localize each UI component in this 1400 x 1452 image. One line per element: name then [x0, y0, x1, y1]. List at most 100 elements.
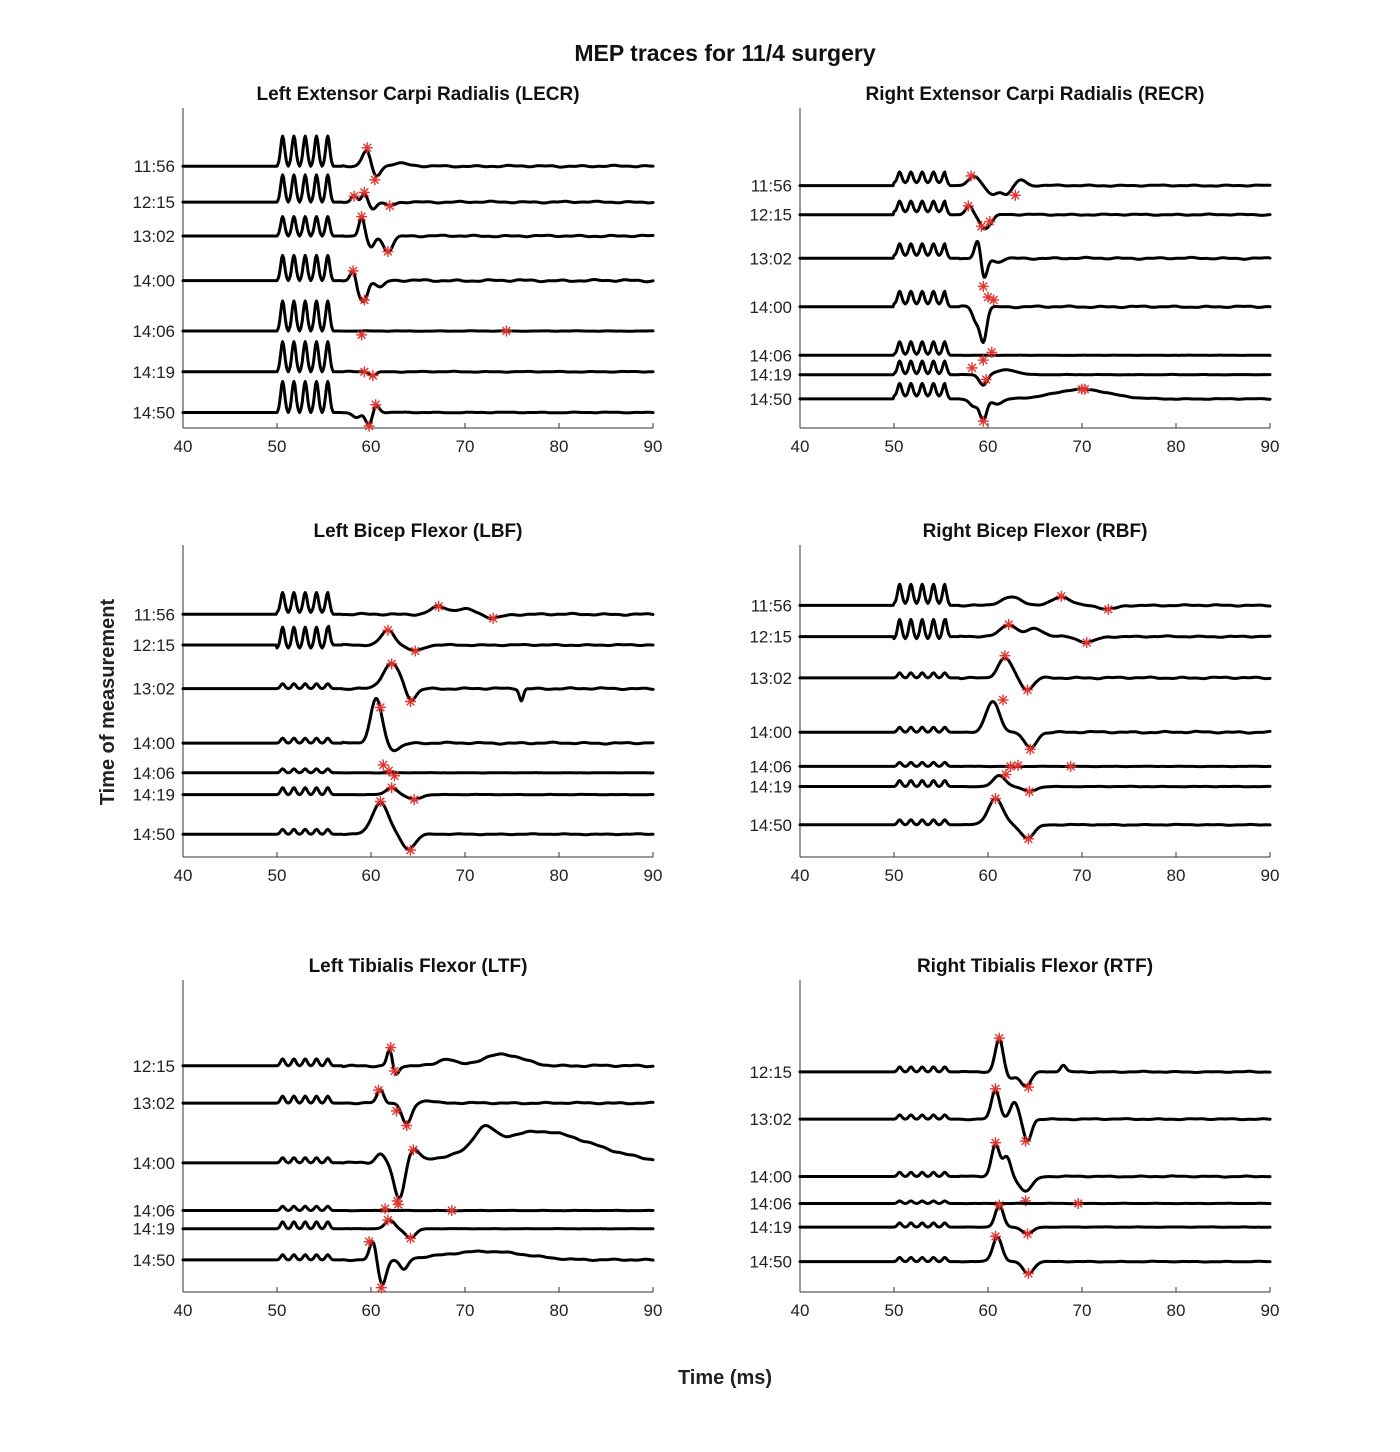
trace-1156	[181, 134, 655, 178]
y-tick-label: 12:15	[749, 1063, 792, 1082]
peak-marker	[993, 1032, 1005, 1044]
peak-marker	[993, 1199, 1005, 1211]
x-tick-label: 60	[362, 1301, 381, 1320]
x-tick-label: 70	[1073, 437, 1092, 456]
peak-marker	[358, 294, 370, 306]
peak-marker	[409, 645, 421, 657]
peak-marker	[1020, 1135, 1032, 1147]
trace-1215	[181, 173, 655, 211]
trace-1450	[181, 1240, 655, 1286]
trace-1156	[798, 170, 1272, 197]
x-tick-label: 50	[885, 437, 904, 456]
x-tick-label: 70	[1073, 866, 1092, 885]
x-tick-label: 60	[979, 1301, 998, 1320]
peak-marker	[389, 770, 400, 782]
panel-title: Right Tibialis Flexor (RTF)	[917, 956, 1153, 977]
trace-1406	[181, 767, 655, 775]
y-tick-label: 14:00	[749, 1167, 792, 1186]
peak-marker	[408, 794, 420, 806]
y-tick-label: 14:00	[749, 723, 792, 742]
peak-marker	[1081, 637, 1093, 649]
peak-marker	[1102, 603, 1114, 615]
peak-marker	[405, 844, 416, 856]
trace-1450	[798, 797, 1272, 840]
peak-marker	[382, 624, 394, 636]
peak-marker	[997, 694, 1009, 706]
x-tick-label: 50	[885, 1301, 904, 1320]
y-tick-label: 12:15	[132, 1057, 175, 1076]
x-tick-label: 40	[174, 866, 193, 885]
y-tick-label: 14:19	[749, 1218, 792, 1237]
peak-marker	[1005, 760, 1017, 772]
x-tick-label: 90	[1261, 866, 1280, 885]
trace-1406	[798, 760, 1272, 769]
peak-marker	[348, 190, 360, 202]
panel-2: Right Extensor Carpi Radialis (RECR) 40 50…	[749, 84, 1279, 456]
trace-1450	[181, 380, 655, 427]
y-tick-label: 14:19	[132, 1220, 175, 1239]
peak-marker	[1024, 743, 1036, 755]
peak-marker	[405, 1232, 416, 1244]
trace-1215	[798, 618, 1272, 645]
panel-title: Left Bicep Flexor (LBF)	[313, 521, 522, 542]
peak-marker	[370, 399, 382, 411]
panel-title: Left Tibialis Flexor (LTF)	[309, 956, 528, 977]
trace-1406	[798, 1199, 1272, 1206]
panel-title: Right Extensor Carpi Radialis (RECR)	[866, 84, 1205, 105]
peak-marker	[1055, 590, 1067, 602]
x-tick-label: 90	[1261, 437, 1280, 456]
y-tick-label: 14:06	[749, 757, 792, 776]
peak-marker	[384, 200, 396, 212]
peak-marker	[988, 294, 1000, 306]
trace-1450	[798, 1235, 1272, 1275]
x-tick-label: 40	[174, 1301, 193, 1320]
peak-marker	[356, 211, 368, 223]
peak-marker	[389, 1065, 400, 1077]
x-tick-label: 50	[268, 437, 287, 456]
peak-marker	[386, 782, 398, 794]
peak-marker	[401, 1120, 413, 1132]
x-tick-label: 60	[979, 866, 998, 885]
trace-1302	[181, 215, 655, 254]
peak-marker	[356, 329, 368, 341]
peak-marker	[990, 1083, 1001, 1095]
peak-marker	[385, 1042, 397, 1054]
peak-marker	[369, 174, 381, 186]
y-tick-label: 14:50	[132, 403, 175, 422]
y-tick-label: 11:56	[134, 157, 175, 176]
y-tick-label: 14:50	[132, 1251, 175, 1270]
y-tick-label: 13:02	[749, 669, 792, 688]
trace-1406	[798, 340, 1272, 357]
y-tick-label: 13:02	[132, 1094, 175, 1113]
peak-marker	[382, 1214, 394, 1226]
peak-marker	[500, 325, 512, 337]
trace-1302	[181, 1088, 655, 1126]
peak-marker	[374, 701, 386, 713]
x-tick-label: 90	[1261, 1301, 1280, 1320]
y-tick-label: 14:00	[132, 272, 175, 291]
peak-marker	[984, 216, 996, 227]
trace-1156	[181, 591, 655, 620]
y-tick-label: 14:06	[749, 1194, 792, 1213]
panel-5: Left Tibialis Flexor (LTF) 40 50 60 70 80 90 12…	[132, 956, 662, 1320]
x-tick-label: 70	[456, 866, 475, 885]
trace-1400	[181, 253, 655, 304]
peak-marker	[407, 1144, 419, 1156]
peak-marker	[962, 200, 974, 212]
panel-4: Right Bicep Flexor (RBF) 40 50 60 70 80 90 11:5…	[749, 521, 1279, 885]
trace-1450	[181, 801, 655, 851]
y-tick-label: 14:50	[749, 390, 792, 409]
x-tick-label: 40	[174, 437, 193, 456]
trace-1156	[798, 582, 1272, 611]
panel-6: Right Tibialis Flexor (RTF) 40 50 60 70 80 90 1…	[749, 956, 1279, 1320]
x-tick-label: 80	[1167, 866, 1186, 885]
panel-title: Right Bicep Flexor (RBF)	[923, 521, 1148, 542]
y-tick-label: 14:19	[749, 778, 792, 797]
peak-marker	[965, 170, 977, 182]
y-tick-label: 13:02	[749, 249, 792, 268]
y-tick-label: 14:06	[132, 1202, 175, 1221]
y-tick-label: 11:56	[134, 605, 175, 624]
peak-marker	[1022, 1267, 1034, 1279]
trace-1419	[798, 359, 1272, 387]
